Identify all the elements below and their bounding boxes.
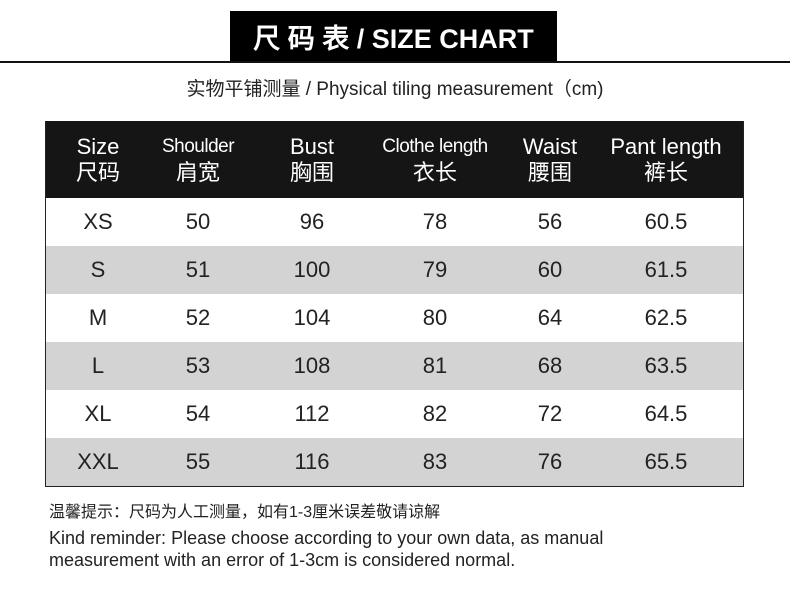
table-cell: 68 [537,353,563,378]
header-en: Size [76,133,120,159]
header-en: Waist [522,133,578,159]
table-cell: 62.5 [644,305,688,330]
header-zh: 腰围 [527,159,572,185]
size-table: Size 尺码 Shoulder 肩宽 Bust 胸围 Clothe length 衣长 Wai… [45,121,744,487]
table-cell: 54 [185,401,211,426]
note-chinese: 温馨提示：尺码为人工测量，如有1-3厘米误差敬请谅解 [49,504,441,521]
table-row: XXL 55 116 83 76 65.5 [46,438,743,486]
table-cell: L [91,353,105,378]
table-cell: 108 [293,353,331,378]
column-header: Shoulder 肩宽 [150,121,246,198]
column-header: Pant length 裤长 [608,121,724,198]
note-text: Please choose according to your own data… [49,528,604,570]
table-row: M 52 104 80 64 62.5 [46,294,743,342]
divider [0,61,790,63]
table-cell: 55 [185,449,211,474]
table-cell: 116 [294,449,330,474]
table-row: XS 50 96 78 56 60.5 [46,198,743,246]
table-cell: 63.5 [644,353,688,378]
table-cell: 76 [537,449,563,474]
table-cell: 72 [537,401,563,426]
table-cell: 64.5 [644,401,688,426]
table-cell: 56 [537,209,563,234]
page-title: 尺 码 表 / SIZE CHART [230,11,557,62]
table-cell: 53 [185,353,211,378]
table-cell: 64 [537,305,563,330]
table-cell: 82 [422,401,448,426]
table-cell: 104 [293,305,331,330]
header-zh: 肩宽 [175,159,220,185]
table-cell: 61.5 [644,257,688,282]
table-cell: 60 [537,257,563,282]
subtitle: 实物平铺测量 / Physical tiling measurement（cm) [186,79,604,100]
column-header: Size 尺码 [46,121,150,198]
table-row: L 53 108 81 68 63.5 [46,342,743,390]
table-cell: 112 [294,401,330,426]
column-header: Waist 腰围 [492,121,608,198]
column-header: Clothe length 衣长 [378,121,492,198]
table-cell: 50 [185,209,211,234]
table-cell: S [90,257,106,282]
table-cell: XL [84,401,112,426]
column-header: Bust 胸围 [246,121,378,198]
table-cell: 51 [185,257,211,282]
table-cell: 100 [293,257,331,282]
table-cell: 96 [299,209,325,234]
table-cell: 78 [422,209,448,234]
header-zh: 尺码 [75,159,120,185]
table-cell: 60.5 [644,209,688,234]
table-cell: 80 [422,305,448,330]
header-zh: 胸围 [289,159,334,185]
table-header: Size 尺码 Shoulder 肩宽 Bust 胸围 Clothe length 衣长 Wai… [46,121,743,198]
table-cell: 52 [185,305,211,330]
header-en: Shoulder [161,135,235,157]
header-zh: 衣长 [412,159,457,185]
table-cell: 83 [422,449,448,474]
table-row: XL 54 112 82 72 64.5 [46,390,743,438]
note-label: Kind reminder: [49,528,167,548]
table-cell: XS [83,209,113,234]
header-en: Pant length [610,133,722,159]
header-en: Bust [289,133,335,159]
table-row: S 51 100 79 60 61.5 [46,246,743,294]
header-en: Clothe length [382,135,488,157]
table-cell: 81 [422,353,448,378]
table-cell: M [88,305,108,330]
table-cell: 65.5 [644,449,688,474]
table-cell: 79 [422,257,448,282]
note-english: Kind reminder: Please choose according t… [49,527,689,571]
header-zh: 裤长 [643,159,688,185]
table-cell: XXL [77,449,119,474]
